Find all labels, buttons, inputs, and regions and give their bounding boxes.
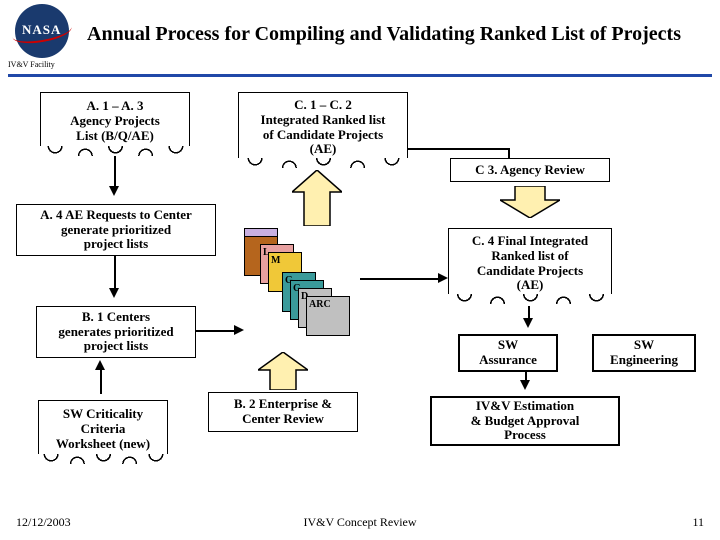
- block-arrow-down-icon: [500, 186, 560, 218]
- box-b1-label: B. 1 Centers generates prioritized proje…: [58, 310, 173, 355]
- connector: [525, 372, 527, 382]
- box-c3: C 3. Agency Review: [450, 158, 610, 182]
- box-ivv-estimation: IV&V Estimation & Budget Approval Proces…: [430, 396, 620, 446]
- box-sw-engineering: SW Engineering: [592, 334, 696, 372]
- box-a1-a3-label: A. 1 – A. 3 Agency Projects List (B/Q/AE…: [70, 99, 160, 144]
- box-c1-c2-label: C. 1 – C. 2 Integrated Ranked list of Ca…: [261, 98, 386, 158]
- arrow-up-icon: [95, 360, 105, 370]
- connector: [114, 256, 116, 290]
- box-b2: B. 2 Enterprise & Center Review: [208, 392, 358, 432]
- nasa-logo-text: NASA: [22, 22, 61, 38]
- box-c1-c2: C. 1 – C. 2 Integrated Ranked list of Ca…: [238, 92, 408, 162]
- footer-page-number: 11: [692, 515, 704, 530]
- box-c4: C. 4 Final Integrated Ranked list of Can…: [448, 228, 612, 298]
- box-a4-label: A. 4 AE Requests to Center generate prio…: [40, 208, 192, 253]
- box-sw-criticality-label: SW Criticality Criteria Worksheet (new): [56, 407, 150, 452]
- box-a1-a3: A. 1 – A. 3 Agency Projects List (B/Q/AE…: [40, 92, 190, 150]
- footer-center: IV&V Concept Review: [0, 515, 720, 530]
- connector: [360, 278, 440, 280]
- connector: [196, 330, 236, 332]
- arrow-right-icon: [438, 273, 448, 283]
- box-b2-label: B. 2 Enterprise & Center Review: [234, 397, 332, 427]
- box-sw-assurance-label: SW Assurance: [479, 338, 537, 368]
- connector: [508, 148, 510, 158]
- arrow-down-icon: [109, 288, 119, 298]
- slide-title: Annual Process for Compiling and Validat…: [76, 18, 712, 46]
- card-7: ARC: [306, 296, 350, 336]
- nasa-logo: NASA: [8, 4, 76, 60]
- box-ivv-estimation-label: IV&V Estimation & Budget Approval Proces…: [471, 399, 580, 444]
- box-sw-assurance: SW Assurance: [458, 334, 558, 372]
- connector: [408, 148, 508, 150]
- slide-header: NASA Annual Process for Compiling and Va…: [0, 0, 720, 60]
- slide-subhead: IV&V Facility: [8, 60, 55, 69]
- block-arrow-up-icon: [258, 352, 308, 390]
- arrow-down-icon: [109, 186, 119, 196]
- flowchart-canvas: A. 1 – A. 3 Agency Projects List (B/Q/AE…: [0, 80, 720, 520]
- connector: [114, 156, 116, 188]
- arrow-right-icon: [234, 325, 244, 335]
- box-c3-label: C 3. Agency Review: [475, 163, 585, 178]
- title-underline: [8, 74, 712, 77]
- box-a4: A. 4 AE Requests to Center generate prio…: [16, 204, 216, 256]
- box-c4-label: C. 4 Final Integrated Ranked list of Can…: [472, 234, 588, 294]
- arrow-down-icon: [523, 318, 533, 328]
- box-b1: B. 1 Centers generates prioritized proje…: [36, 306, 196, 358]
- box-sw-criticality: SW Criticality Criteria Worksheet (new): [38, 400, 168, 458]
- block-arrow-up-icon: [292, 170, 342, 226]
- box-sw-engineering-label: SW Engineering: [610, 338, 678, 368]
- connector: [100, 368, 102, 394]
